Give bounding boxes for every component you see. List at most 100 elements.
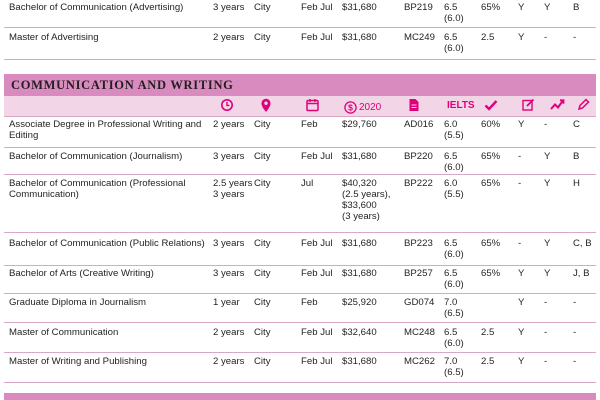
col-b-value: - [544, 119, 548, 130]
duration: 3 years [213, 151, 245, 162]
fee-year-header: $ 2020 [344, 99, 381, 115]
fee: $31,680 [342, 151, 377, 162]
location: City [254, 2, 271, 13]
col-c-value: - [573, 356, 577, 367]
entry-score: 2.5 [481, 356, 495, 367]
col-b-value: - [544, 356, 548, 367]
col-c-value: - [573, 32, 577, 43]
entry-score: 2.5 [481, 327, 495, 338]
dollar-icon: $ [344, 100, 357, 114]
entry-score: 65% [481, 178, 501, 189]
intake: Feb [301, 119, 318, 130]
calendar-icon [306, 98, 319, 114]
duration: 2 years [213, 327, 245, 338]
location: City [254, 151, 271, 162]
col-b-value: Y [544, 151, 551, 162]
col-c-value: C [573, 119, 580, 130]
svg-text:$: $ [348, 102, 353, 112]
ielts-header: IELTS [447, 100, 475, 111]
course-name: Master of Writing and Publishing [9, 356, 147, 367]
col-c-value: C, B [573, 238, 592, 249]
table-row: Master of Advertising 2 years City Feb J… [4, 30, 596, 60]
pencil-icon [577, 98, 590, 114]
table-row: Master of Communication 2 years City Feb… [4, 325, 596, 353]
duration: 3 years [213, 268, 245, 279]
intake: Feb Jul [301, 2, 333, 13]
table-row: Master of Writing and Publishing 2 years… [4, 354, 596, 383]
fee: $25,920 [342, 297, 377, 308]
table-row: Bachelor of Communication (Professional … [4, 176, 596, 233]
col-c-value: B [573, 151, 580, 162]
col-b-value: - [544, 297, 548, 308]
col-b-value: - [544, 32, 548, 43]
course-code: MC248 [404, 327, 435, 338]
entry-score: 65% [481, 238, 501, 249]
intake: Feb [301, 297, 318, 308]
intake: Feb Jul [301, 151, 333, 162]
course-name: Bachelor of Communication (Advertising) [9, 2, 184, 13]
duration: 3 years [213, 238, 245, 249]
intake: Feb Jul [301, 327, 333, 338]
fee: $31,680 [342, 32, 377, 43]
course-code: BP257 [404, 268, 433, 279]
entry-score: 65% [481, 2, 501, 13]
ielts-score: 6.0 (5.5) [444, 119, 464, 141]
document-icon [408, 98, 420, 114]
course-code: AD016 [404, 119, 434, 130]
course-name: Master of Communication [9, 327, 119, 338]
col-c-value: B [573, 2, 580, 13]
table-row: Bachelor of Communication (Journalism) 3… [4, 149, 596, 175]
duration: 1 year [213, 297, 240, 308]
edit-icon [522, 98, 535, 114]
col-c-value: H [573, 178, 580, 189]
duration: 2.5 years 3 years [213, 178, 253, 200]
course-code: BP220 [404, 151, 433, 162]
ielts-score: 6.5 (6.0) [444, 238, 464, 260]
intake: Feb Jul [301, 356, 333, 367]
fee: $31,680 [342, 2, 377, 13]
col-c-value: J, B [573, 268, 590, 279]
location: City [254, 178, 271, 189]
course-name: Graduate Diploma in Journalism [9, 297, 147, 308]
checkmark-icon [484, 98, 498, 114]
entry-score: 65% [481, 268, 501, 279]
table-row: Bachelor of Communication (Advertising) … [4, 0, 596, 28]
duration: 2 years [213, 119, 245, 130]
intake: Feb Jul [301, 32, 333, 43]
ielts-score: 6.5 (6.0) [444, 327, 464, 349]
ielts-score: 6.5 (6.0) [444, 2, 464, 24]
table-row: Bachelor of Communication (Public Relati… [4, 236, 596, 266]
course-code: MC262 [404, 356, 435, 367]
course-code: BP219 [404, 2, 433, 13]
ielts-score: 6.5 (6.0) [444, 32, 464, 54]
col-a-value: Y [518, 356, 525, 367]
ielts-score: 6.0 (5.5) [444, 178, 464, 200]
table-row: Bachelor of Arts (Creative Writing) 3 ye… [4, 266, 596, 294]
trend-up-icon [550, 98, 565, 114]
location: City [254, 268, 271, 279]
ielts-score: 7.0 (6.5) [444, 297, 464, 319]
entry-score: 65% [481, 151, 501, 162]
col-c-value: - [573, 297, 577, 308]
col-c-value: - [573, 327, 577, 338]
clock-icon [220, 98, 234, 114]
fee: $31,680 [342, 238, 377, 249]
course-name: Associate Degree in Professional Writing… [9, 119, 202, 141]
fee-year-label: 2020 [359, 101, 382, 113]
section-header: COMMUNICATION AND WRITING [4, 74, 596, 96]
ielts-score: 7.0 (6.5) [444, 356, 464, 378]
fee: $31,680 [342, 356, 377, 367]
col-b-value: Y [544, 268, 551, 279]
table-row: Associate Degree in Professional Writing… [4, 117, 596, 148]
col-b-value: Y [544, 178, 551, 189]
section-title: COMMUNICATION AND WRITING [11, 78, 234, 92]
course-name: Bachelor of Communication (Public Relati… [9, 238, 205, 249]
duration: 2 years [213, 32, 245, 43]
col-a-value: - [518, 151, 522, 162]
ielts-score: 6.5 (6.0) [444, 151, 464, 173]
course-code: BP222 [404, 178, 433, 189]
col-a-value: Y [518, 2, 525, 13]
course-name: Master of Advertising [9, 32, 99, 43]
table-row: Graduate Diploma in Journalism 1 year Ci… [4, 295, 596, 323]
location: City [254, 356, 271, 367]
